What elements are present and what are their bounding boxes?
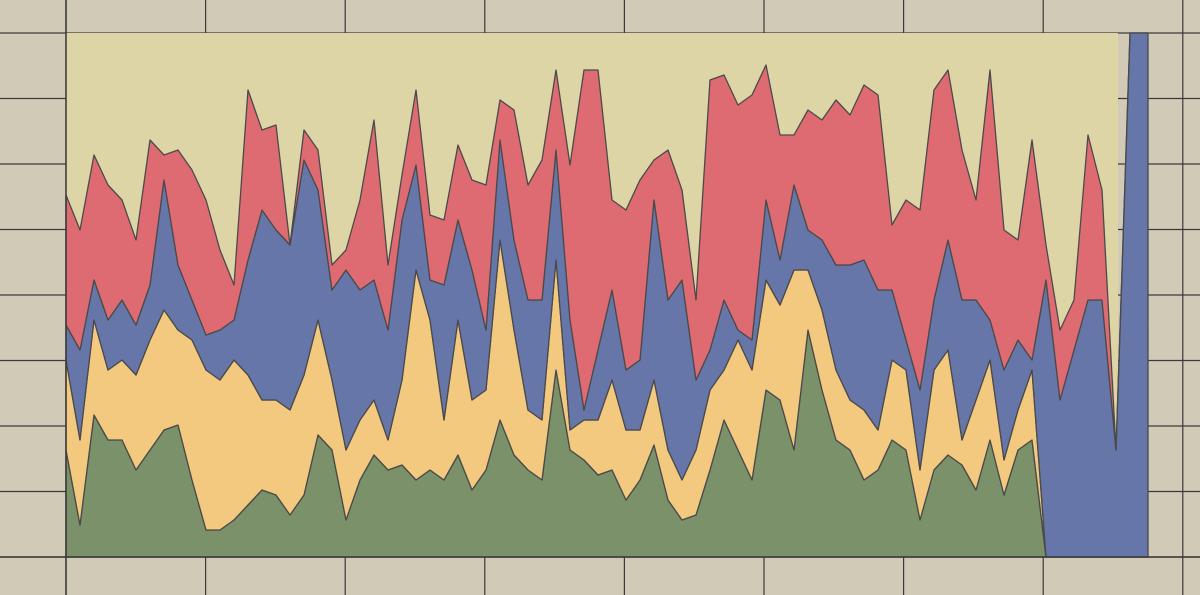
area-series [65, 32, 1149, 451]
